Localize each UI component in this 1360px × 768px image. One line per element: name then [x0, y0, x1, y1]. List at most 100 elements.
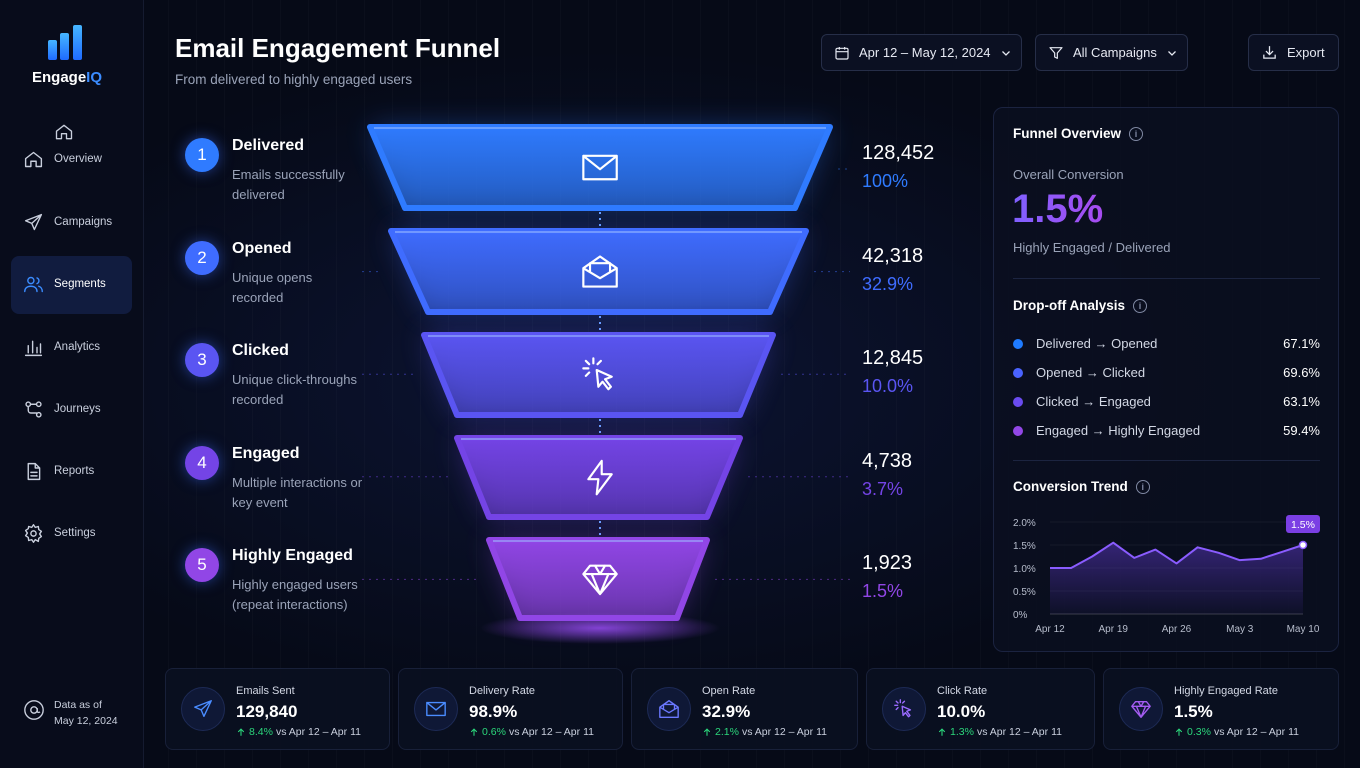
kpi-card: Click Rate 10.0% 1.3% vs Apr 12 – Apr 11 [866, 668, 1095, 750]
sidebar: EngageIQ Overview Campaigns Segments Analyt… [0, 0, 144, 768]
nav-label: Reports [54, 465, 95, 477]
kpi-change: 8.4% [249, 726, 273, 738]
nav-label: Journeys [54, 403, 101, 415]
nav-item[interactable]: Campaigns [11, 194, 132, 252]
conversion-note: Highly Engaged / Delivered [1013, 240, 1171, 255]
stage-icon [582, 564, 618, 596]
step-number: 5 [185, 548, 219, 583]
icon [24, 276, 43, 293]
dropoff-label: Engaged → Highly Engaged [1036, 423, 1201, 438]
nav-item[interactable]: Overview [11, 131, 132, 189]
page-subtitle: From delivered to highly engaged users [175, 72, 413, 87]
funnel-stage [454, 435, 743, 520]
icon [1131, 700, 1151, 718]
dropoff-value: 63.1% [1283, 394, 1320, 409]
chevron [1001, 50, 1010, 56]
step-number: 2 [185, 240, 219, 275]
stage-percent: 100% [862, 171, 909, 191]
logo [48, 25, 82, 60]
kpi-change-row: 0.3% vs Apr 12 – Apr 11 [1174, 726, 1299, 738]
icon [24, 151, 43, 168]
kpi-label: Click Rate [937, 685, 988, 697]
nav-item[interactable]: Journeys [11, 381, 132, 439]
brand-accent: IQ [86, 69, 103, 86]
funnel-stage [388, 228, 809, 315]
kpi-value: 129,840 [236, 702, 298, 721]
icon [27, 462, 41, 481]
nav-label: Campaigns [54, 216, 113, 228]
icon-path [27, 462, 41, 481]
step-description: Emails successfully delivered [232, 167, 345, 202]
icon [25, 401, 42, 418]
stage-glow [457, 438, 740, 517]
page-title: Email Engagement Funnel [175, 33, 501, 63]
date-range: Apr 12 – May 12, 2024 [859, 45, 991, 60]
stage-count: 128,452 [862, 142, 935, 164]
trend-title: Conversion Trend [1013, 479, 1128, 494]
icon-path [1131, 700, 1151, 718]
nav-item[interactable]: Segments [11, 256, 132, 314]
dropoff-dot [1013, 426, 1023, 436]
icon-path [938, 728, 946, 736]
kpi-label: Delivery Rate [469, 685, 536, 697]
nav-item[interactable]: Reports [11, 443, 132, 501]
note-icon [24, 700, 44, 720]
kpi-label: Emails Sent [236, 685, 295, 697]
step-description: Highly engaged users (repeat interaction… [232, 577, 358, 613]
stage-count: 42,318 [862, 244, 924, 267]
icon-path [582, 255, 618, 288]
kpi-card: Open Rate 32.9% 2.1% vs Apr 12 – Apr 11 [631, 668, 858, 750]
base-glow [480, 612, 720, 644]
export-button[interactable]: Export [1248, 34, 1339, 71]
kpi-icon [882, 687, 926, 731]
stage-percent: 10.0% [862, 376, 914, 397]
nav-item[interactable]: Settings [11, 505, 132, 563]
icon [24, 340, 43, 357]
step-label: Engaged [232, 444, 300, 462]
kpi-card: Delivery Rate 98.9% 0.6% vs Apr 12 – Apr 11 [398, 668, 623, 750]
kpi-card: Highly Engaged Rate 1.5% 0.3% vs Apr 12 – A… [1103, 668, 1339, 750]
stage-percent: 3.7% [862, 478, 904, 499]
icon [703, 728, 711, 736]
icon-path [24, 276, 43, 293]
stage-percent: 32.9% [862, 273, 914, 294]
step-description: Multiple interactions or key event [232, 474, 363, 510]
filter-icon [1049, 46, 1063, 59]
kpi-value: 32.9% [702, 702, 751, 721]
nav-item[interactable]: Analytics [11, 319, 132, 377]
step-label: Delivered [232, 137, 305, 154]
kpi-change: 1.3% [950, 726, 974, 738]
conversion-label: Overall Conversion [1013, 167, 1124, 182]
icon-path [24, 340, 43, 357]
icon-path [659, 700, 679, 718]
icon-path [703, 728, 711, 736]
dropoff-value: 69.6% [1283, 365, 1320, 380]
kpi-icon [414, 687, 458, 731]
stage-percent: 1.5% [862, 581, 904, 602]
dropoff-heading: Drop-off Analysis i [1013, 298, 1148, 313]
campaign-filter[interactable]: All Campaigns [1035, 34, 1188, 71]
kpi-comparison: vs Apr 12 – Apr 11 [508, 726, 594, 738]
icon-path [237, 728, 245, 736]
dropoff-title: Drop-off Analysis [1013, 298, 1126, 313]
funnel-stage [486, 537, 710, 621]
date-range-button[interactable]: Apr 12 – May 12, 2024 [821, 34, 1022, 71]
dropoff-value: 67.1% [1283, 336, 1320, 351]
icon [1175, 728, 1183, 736]
kpi-comparison: vs Apr 12 – Apr 11 [1213, 726, 1299, 738]
stage-count: 12,845 [862, 347, 924, 370]
kpi-change-row: 2.1% vs Apr 12 – Apr 11 [702, 726, 827, 738]
kpi-label: Open Rate [702, 685, 756, 697]
icon-path [24, 524, 43, 543]
step-label: Opened [232, 239, 292, 257]
info-icon: i [1133, 298, 1148, 313]
stage-icon [582, 154, 618, 181]
kpi-value: 10.0% [937, 702, 986, 721]
dropoff-dot [1013, 368, 1023, 378]
nav-label: Analytics [54, 341, 101, 353]
step-number: 3 [185, 343, 219, 378]
data-note: Data as of May 12, 2024 [54, 697, 118, 729]
stage-glow [391, 231, 806, 312]
kpi-change-row: 0.6% vs Apr 12 – Apr 11 [469, 726, 594, 738]
